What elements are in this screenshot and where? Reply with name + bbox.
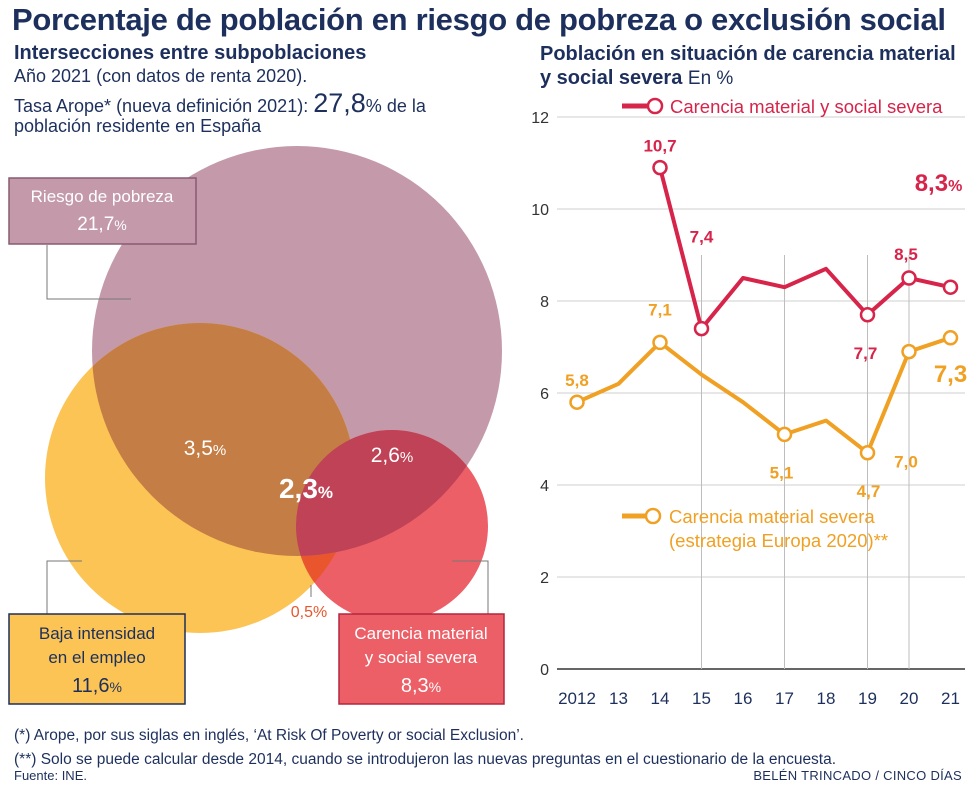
x-tick-label: 19 xyxy=(858,689,877,708)
data-label: 7,1 xyxy=(648,300,672,319)
series-marker-0 xyxy=(859,307,876,323)
chart-grid: 0 2 4 6 8 10 12 2012 13 14 15 16 17 18 19 20 21 xyxy=(531,110,965,708)
box-deprivation-label-2: y social severa xyxy=(365,648,478,667)
venn-label-poverty-deprivation: 2,6% xyxy=(371,444,414,467)
data-label: 4,7 xyxy=(857,482,881,501)
x-tick-label: 21 xyxy=(941,689,960,708)
year-line: Año 2021 (con datos de renta 2020). xyxy=(14,66,308,86)
series-marker-1 xyxy=(569,394,585,410)
chart-title-line2: y social severa xyxy=(540,67,683,89)
y-tick-label: 10 xyxy=(531,202,549,219)
source: Fuente: INE. xyxy=(14,768,87,783)
series-line-0 xyxy=(658,167,951,331)
series-marker-0 xyxy=(693,320,710,337)
legend-red-label: Carencia material y social severa xyxy=(670,96,943,117)
x-tick-label: 16 xyxy=(734,689,753,708)
data-label: 7,3 xyxy=(934,361,967,388)
credit: BELÉN TRINCADO / CINCO DÍAS xyxy=(753,768,962,783)
series-line-1 xyxy=(576,335,952,455)
venn-label-all-three: 2,3% xyxy=(279,473,333,504)
y-tick-label: 0 xyxy=(540,662,549,679)
x-tick-label: 13 xyxy=(609,689,628,708)
arope-value: 27,8 xyxy=(313,88,366,118)
footnote-2: (**) Solo se puede calcular desde 2014, … xyxy=(14,751,837,768)
series-marker-1 xyxy=(652,334,668,351)
arope-prefix: Tasa Arope* (nueva definición 2021): xyxy=(14,96,309,116)
y-tick-label: 12 xyxy=(531,110,549,127)
data-label: 7,4 xyxy=(690,228,714,247)
data-label: 5,1 xyxy=(770,463,794,482)
series-marker-1 xyxy=(776,426,793,443)
leader-poverty xyxy=(46,245,131,300)
box-deprivation-value: 8,3% xyxy=(401,675,441,697)
legend-orange-label-1: Carencia material severa xyxy=(669,506,875,527)
venn-label-employment-deprivation: 0,5% xyxy=(291,604,327,621)
series-marker-0 xyxy=(652,159,668,176)
data-label-pct: % xyxy=(948,178,962,195)
data-label: 5,8 xyxy=(565,371,589,390)
arope-line-2: población residente en España xyxy=(14,116,262,136)
series-marker-0 xyxy=(901,270,917,286)
legend-orange-label-2: (estrategia Europa 2020)** xyxy=(669,530,888,551)
arope-line: Tasa Arope* (nueva definición 2021): 27,… xyxy=(14,88,426,119)
x-tick-label: 17 xyxy=(775,689,794,708)
data-label: 8,5 xyxy=(894,245,918,264)
page-title: Porcentaje de población en riesgo de pob… xyxy=(12,2,946,37)
box-deprivation: Carencia material y social severa 8,3% xyxy=(338,613,505,705)
box-employment-value: 11,6% xyxy=(72,675,122,697)
chart-title: Población en situación de carencia mater… xyxy=(540,42,956,91)
venn-label-poverty-employment: 3,5% xyxy=(184,437,227,460)
chart-unit: En % xyxy=(687,68,734,89)
box-employment-label-1: Baja intensidad xyxy=(39,624,155,643)
chart-series xyxy=(569,159,959,461)
y-tick-label: 6 xyxy=(540,386,549,403)
y-tick-label: 4 xyxy=(540,478,549,495)
data-label: 7,7 xyxy=(854,344,878,363)
x-tick-label: 18 xyxy=(817,689,836,708)
box-poverty: Riesgo de pobreza 21,7% xyxy=(8,177,197,245)
box-deprivation-label-1: Carencia material xyxy=(354,624,487,643)
series-marker-1 xyxy=(942,330,959,346)
box-employment-label-2: en el empleo xyxy=(48,648,145,667)
arope-pct: % xyxy=(365,96,382,116)
legend-orange: Carencia material severa (estrategia Eur… xyxy=(622,506,888,551)
leader-employment xyxy=(46,560,82,614)
box-poverty-label: Riesgo de pobreza xyxy=(31,187,174,206)
arope-suffix: de la xyxy=(386,96,426,116)
data-label: 7,0 xyxy=(894,453,918,472)
footnote-1: (*) Arope, por sus siglas en inglés, ‘At… xyxy=(14,727,524,744)
box-poverty-value: 21,7% xyxy=(77,214,126,235)
x-tick-label: 15 xyxy=(692,689,711,708)
data-label: 8,3% xyxy=(915,170,963,197)
x-tick-label: 2012 xyxy=(558,689,596,708)
y-tick-label: 8 xyxy=(540,294,549,311)
series-marker-1 xyxy=(859,445,876,461)
footnotes: (*) Arope, por sus siglas en inglés, ‘At… xyxy=(14,724,836,772)
data-label: 10,7 xyxy=(643,137,676,156)
chart-labels: 10,7 7,4 7,7 8,5 8,3% 5,8 7,1 5,1 4,7 7,0 7,3 xyxy=(565,137,967,501)
series-marker-1 xyxy=(901,343,917,360)
venn-region-poverty-deprivation xyxy=(296,430,488,556)
series-marker-0 xyxy=(942,279,959,295)
chart-title-line1: Población en situación de carencia mater… xyxy=(540,43,956,65)
legend-red: Carencia material y social severa xyxy=(622,96,943,117)
x-tick-label: 20 xyxy=(900,689,919,708)
box-employment: Baja intensidad en el empleo 11,6% xyxy=(8,613,186,705)
x-tick-label: 14 xyxy=(651,689,670,708)
leader-deprivation xyxy=(452,560,489,614)
left-subtitle: Intersecciones entre subpoblaciones xyxy=(14,42,367,64)
y-tick-label: 2 xyxy=(540,570,549,587)
